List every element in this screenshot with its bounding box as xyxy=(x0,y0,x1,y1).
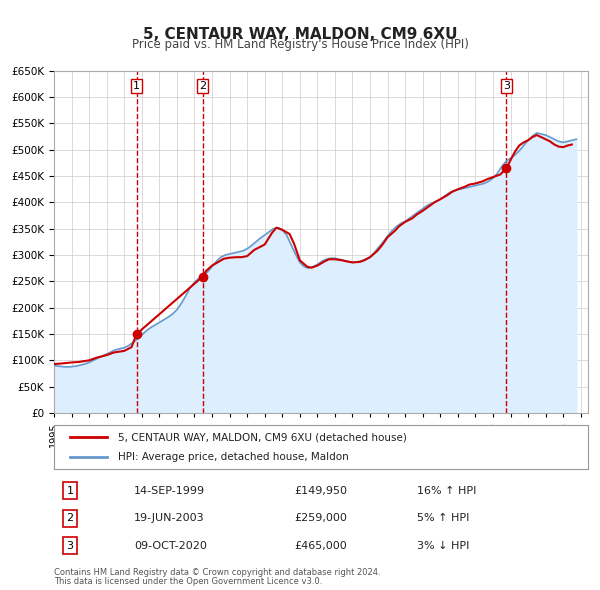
Text: 1: 1 xyxy=(67,486,74,496)
Text: 09-OCT-2020: 09-OCT-2020 xyxy=(134,540,207,550)
Text: 14-SEP-1999: 14-SEP-1999 xyxy=(134,486,205,496)
Text: 5% ↑ HPI: 5% ↑ HPI xyxy=(417,513,469,523)
Text: Contains HM Land Registry data © Crown copyright and database right 2024.: Contains HM Land Registry data © Crown c… xyxy=(54,568,380,576)
Text: £465,000: £465,000 xyxy=(295,540,347,550)
Text: This data is licensed under the Open Government Licence v3.0.: This data is licensed under the Open Gov… xyxy=(54,577,322,586)
Text: 5, CENTAUR WAY, MALDON, CM9 6XU: 5, CENTAUR WAY, MALDON, CM9 6XU xyxy=(143,27,457,41)
Text: 16% ↑ HPI: 16% ↑ HPI xyxy=(417,486,476,496)
Text: HPI: Average price, detached house, Maldon: HPI: Average price, detached house, Mald… xyxy=(118,452,349,461)
Text: £149,950: £149,950 xyxy=(295,486,347,496)
Text: £259,000: £259,000 xyxy=(295,513,347,523)
Text: 5, CENTAUR WAY, MALDON, CM9 6XU (detached house): 5, CENTAUR WAY, MALDON, CM9 6XU (detache… xyxy=(118,432,407,442)
Text: 2: 2 xyxy=(199,81,206,91)
Text: Price paid vs. HM Land Registry's House Price Index (HPI): Price paid vs. HM Land Registry's House … xyxy=(131,38,469,51)
Text: 3: 3 xyxy=(503,81,510,91)
Text: 19-JUN-2003: 19-JUN-2003 xyxy=(134,513,205,523)
Text: 3% ↓ HPI: 3% ↓ HPI xyxy=(417,540,469,550)
Text: 3: 3 xyxy=(67,540,74,550)
Text: 2: 2 xyxy=(67,513,74,523)
Text: 1: 1 xyxy=(133,81,140,91)
